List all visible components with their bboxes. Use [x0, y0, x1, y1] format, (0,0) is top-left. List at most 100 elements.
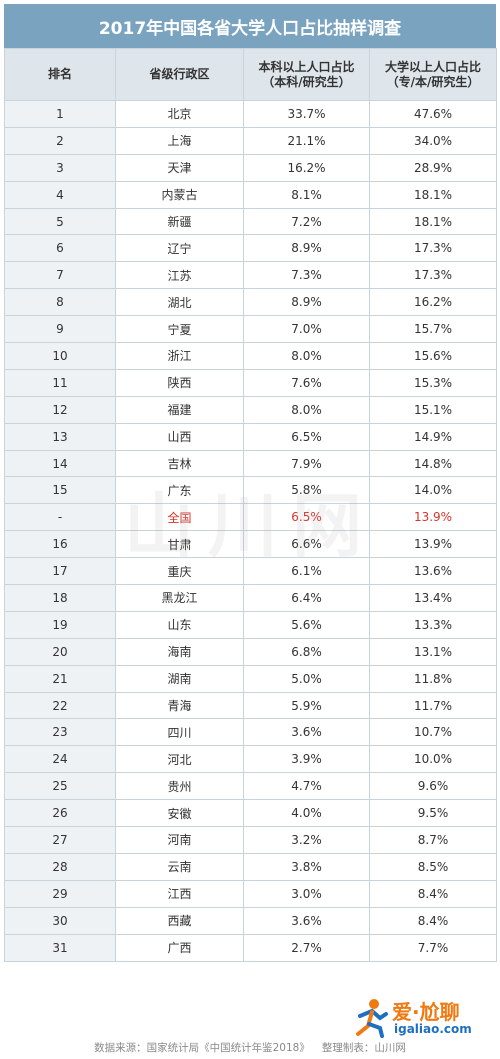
footer-source: 数据来源：国家统计局《中国统计年鉴2018》 [94, 1042, 310, 1054]
cell-college-plus: 13.6% [369, 557, 497, 586]
cell-college-plus: 14.9% [369, 422, 497, 451]
header-bachelor-line2: （本科/研究生） [262, 74, 351, 89]
cell-rank: 23 [4, 718, 116, 747]
table-row: 21 湖南 5.0% 11.8% [4, 664, 497, 693]
cell-rank: 19 [4, 610, 116, 639]
cell-rank: 9 [4, 315, 116, 344]
cell-rank: 21 [4, 664, 116, 693]
cell-bachelor-plus: 33.7% [243, 100, 370, 128]
cell-province: 重庆 [115, 557, 244, 586]
cell-college-plus: 47.6% [369, 100, 497, 128]
cell-college-plus: 13.3% [369, 610, 497, 639]
cell-college-plus: 15.1% [369, 395, 497, 424]
table-row: 10 浙江 8.0% 15.6% [4, 342, 497, 370]
cell-province: 黑龙江 [115, 584, 244, 612]
logo-brand: 爱·尬聊 [392, 1000, 460, 1024]
header-bachelor-line1: 本科以上人口占比 [258, 59, 355, 74]
cell-bachelor-plus: 5.0% [243, 664, 370, 693]
cell-province: 北京 [115, 100, 244, 128]
table-row: 6 辽宁 8.9% 17.3% [4, 234, 497, 263]
cell-college-plus: 15.3% [369, 368, 497, 397]
header-province: 省级行政区 [115, 48, 244, 101]
cell-province: 陕西 [115, 368, 244, 397]
cell-college-plus: 17.3% [369, 261, 497, 290]
table-row: 11 陕西 7.6% 15.3% [4, 368, 497, 397]
cell-province: 海南 [115, 637, 244, 666]
table-row: 23 四川 3.6% 10.7% [4, 718, 497, 747]
cell-rank: 30 [4, 906, 116, 935]
table-row: 20 海南 6.8% 13.1% [4, 637, 497, 666]
cell-rank: 14 [4, 449, 116, 478]
cell-province: 湖南 [115, 664, 244, 693]
cell-rank: 4 [4, 180, 116, 209]
table-row: 31 广西 2.7% 7.7% [4, 933, 497, 962]
cell-bachelor-plus: 5.8% [243, 476, 370, 505]
cell-bachelor-plus: 7.9% [243, 449, 370, 478]
cell-bachelor-plus: 6.6% [243, 530, 370, 559]
cell-college-plus: 10.7% [369, 718, 497, 747]
cell-college-plus: 18.1% [369, 180, 497, 209]
cell-province: 广西 [115, 933, 244, 962]
cell-province: 宁夏 [115, 315, 244, 344]
cell-province: 西藏 [115, 906, 244, 935]
table-row: 13 山西 6.5% 14.9% [4, 422, 497, 451]
header-rank: 排名 [4, 48, 116, 101]
cell-province: 山东 [115, 610, 244, 639]
data-table: 排名 省级行政区 本科以上人口占比 （本科/研究生） 大学以上人口占比 （专/本… [4, 48, 497, 962]
cell-rank: 5 [4, 207, 116, 236]
cell-college-plus: 13.1% [369, 637, 497, 666]
cell-province: 江西 [115, 879, 244, 908]
table-row: 2 上海 21.1% 34.0% [4, 126, 497, 155]
cell-college-plus: 13.9% [369, 503, 497, 532]
running-figure-icon [356, 999, 388, 1038]
table-title: 2017年中国各省大学人口占比抽样调查 [4, 4, 496, 48]
table-row: 18 黑龙江 6.4% 13.4% [4, 584, 497, 612]
cell-rank: 15 [4, 476, 116, 505]
cell-bachelor-plus: 6.5% [243, 503, 370, 532]
cell-rank: 13 [4, 422, 116, 451]
cell-college-plus: 14.8% [369, 449, 497, 478]
table-row: 19 山东 5.6% 13.3% [4, 610, 497, 639]
cell-province: 云南 [115, 852, 244, 881]
cell-college-plus: 13.9% [369, 530, 497, 559]
logo-site: igaliao.com [394, 1022, 472, 1036]
cell-province: 贵州 [115, 772, 244, 801]
cell-bachelor-plus: 8.0% [243, 342, 370, 370]
cell-province: 浙江 [115, 342, 244, 370]
cell-college-plus: 9.6% [369, 772, 497, 801]
cell-college-plus: 34.0% [369, 126, 497, 155]
cell-rank: 17 [4, 557, 116, 586]
cell-province: 全国 [115, 503, 244, 532]
cell-province: 新疆 [115, 207, 244, 236]
cell-bachelor-plus: 7.6% [243, 368, 370, 397]
cell-rank: 7 [4, 261, 116, 290]
cell-bachelor-plus: 8.0% [243, 395, 370, 424]
cell-college-plus: 14.0% [369, 476, 497, 505]
cell-rank: 6 [4, 234, 116, 263]
cell-rank: 22 [4, 691, 116, 720]
cell-college-plus: 15.7% [369, 315, 497, 344]
header-college-plus: 大学以上人口占比 （专/本/研究生） [369, 48, 497, 101]
cell-college-plus: 13.4% [369, 584, 497, 612]
footer: 数据来源：国家统计局《中国统计年鉴2018》 整理制表：山川网 [0, 1036, 500, 1059]
cell-bachelor-plus: 4.7% [243, 772, 370, 801]
cell-rank: 12 [4, 395, 116, 424]
cell-bachelor-plus: 4.0% [243, 799, 370, 828]
table-row: 24 河北 3.9% 10.0% [4, 745, 497, 774]
cell-rank: 24 [4, 745, 116, 774]
cell-college-plus: 16.2% [369, 288, 497, 317]
cell-province: 山西 [115, 422, 244, 451]
cell-bachelor-plus: 21.1% [243, 126, 370, 155]
cell-bachelor-plus: 7.3% [243, 261, 370, 290]
header-row: 排名 省级行政区 本科以上人口占比 （本科/研究生） 大学以上人口占比 （专/本… [4, 48, 497, 101]
cell-rank: 31 [4, 933, 116, 962]
cell-college-plus: 7.7% [369, 933, 497, 962]
cell-bachelor-plus: 6.8% [243, 637, 370, 666]
cell-bachelor-plus: 8.1% [243, 180, 370, 209]
cell-province: 河北 [115, 745, 244, 774]
cell-bachelor-plus: 3.6% [243, 718, 370, 747]
cell-bachelor-plus: 7.0% [243, 315, 370, 344]
cell-college-plus: 10.0% [369, 745, 497, 774]
cell-province: 福建 [115, 395, 244, 424]
